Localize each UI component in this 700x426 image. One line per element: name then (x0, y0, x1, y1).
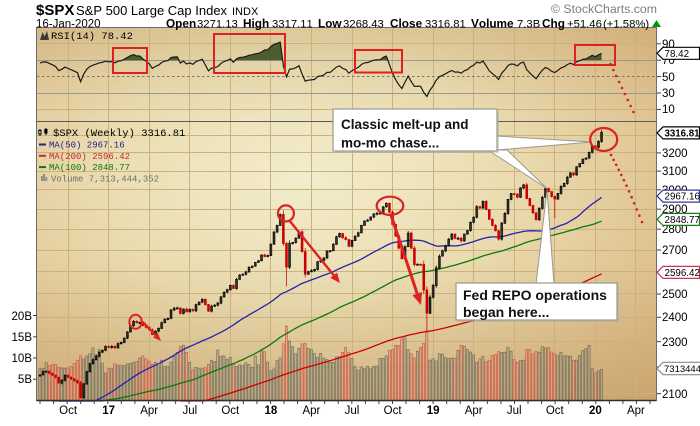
svg-text:Apr: Apr (465, 405, 483, 417)
svg-text:began here...: began here... (463, 304, 549, 320)
svg-text:3268.43: 3268.43 (343, 19, 384, 31)
svg-text:2700: 2700 (662, 245, 688, 257)
svg-text:S&P 500 Large Cap Index: S&P 500 Large Cap Index (76, 3, 228, 18)
svg-text:MA(200) 2596.42: MA(200) 2596.42 (49, 152, 130, 162)
svg-text:2400: 2400 (662, 312, 688, 324)
svg-text:© StockCharts.com: © StockCharts.com (551, 2, 657, 16)
svg-text:16-Jan-2020: 16-Jan-2020 (36, 19, 101, 31)
svg-text:MA(50) 2967.16: MA(50) 2967.16 (49, 141, 125, 151)
svg-text:Close: Close (390, 17, 423, 31)
svg-text:Classic melt-up and: Classic melt-up and (341, 117, 469, 132)
svg-text:19: 19 (427, 405, 440, 417)
svg-text:Volume: Volume (471, 17, 514, 31)
svg-text:Oct: Oct (221, 405, 240, 417)
svg-text:Jul: Jul (182, 405, 197, 417)
svg-text:3271.13: 3271.13 (197, 19, 238, 31)
svg-text:Jul: Jul (345, 405, 360, 417)
svg-text:5B: 5B (18, 374, 32, 386)
svg-text:2300: 2300 (662, 337, 688, 349)
svg-text:2500: 2500 (662, 289, 688, 301)
svg-text:Apr: Apr (627, 405, 645, 417)
svg-text:$SPX: $SPX (36, 2, 74, 19)
svg-text:RSI(14) 78.42: RSI(14) 78.42 (51, 31, 133, 43)
svg-text:Low: Low (318, 17, 342, 31)
svg-text:High: High (243, 17, 269, 31)
svg-text:17: 17 (102, 405, 115, 417)
svg-text:7313444: 7313444 (664, 364, 700, 375)
svg-text:2967.16: 2967.16 (665, 192, 700, 203)
svg-text:+51.46: +51.46 (567, 19, 602, 31)
svg-text:10: 10 (662, 104, 675, 116)
svg-text:10B: 10B (12, 353, 33, 365)
svg-text:3316.81: 3316.81 (425, 19, 466, 31)
svg-text:$SPX (Weekly) 3316.81: $SPX (Weekly) 3316.81 (53, 128, 185, 140)
svg-text:Oct: Oct (59, 405, 78, 417)
svg-text:Apr: Apr (140, 405, 158, 417)
svg-text:Open: Open (166, 17, 196, 31)
svg-text:Oct: Oct (546, 405, 565, 417)
svg-text:20B: 20B (12, 311, 33, 323)
svg-text:30: 30 (662, 88, 675, 100)
svg-text:Apr: Apr (302, 405, 320, 417)
svg-text:3100: 3100 (662, 166, 688, 178)
svg-text:Oct: Oct (384, 405, 403, 417)
svg-text:3316.81: 3316.81 (665, 129, 700, 140)
svg-text:18: 18 (265, 405, 278, 417)
svg-text:2596.42: 2596.42 (665, 268, 700, 279)
svg-text:(+1.58%): (+1.58%) (603, 19, 649, 31)
svg-text:3317.11: 3317.11 (272, 19, 313, 31)
svg-text:Volume 7,313,444,352: Volume 7,313,444,352 (51, 174, 159, 184)
svg-text:MA(100) 2848.77: MA(100) 2848.77 (49, 163, 130, 173)
svg-text:3200: 3200 (662, 148, 688, 160)
svg-text:2100: 2100 (662, 389, 688, 401)
svg-text:Fed REPO operations: Fed REPO operations (463, 287, 607, 303)
svg-text:78.42: 78.42 (665, 49, 690, 60)
svg-text:20: 20 (589, 405, 602, 417)
svg-text:7.3B: 7.3B (517, 19, 540, 31)
svg-text:15B: 15B (12, 332, 33, 344)
svg-text:2848.77: 2848.77 (665, 215, 700, 226)
svg-text:Jul: Jul (507, 405, 522, 417)
svg-text:mo-mo chase...: mo-mo chase... (341, 136, 439, 151)
svg-text:Chg: Chg (542, 17, 565, 31)
svg-text:50: 50 (662, 72, 675, 84)
